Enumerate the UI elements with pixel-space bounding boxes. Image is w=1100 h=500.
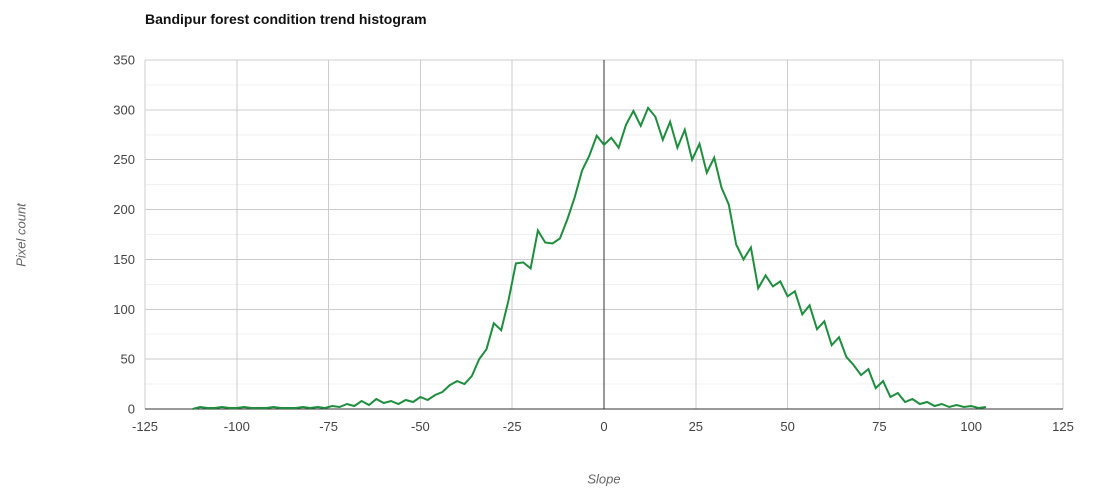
x-tick-label: 75 [872, 419, 886, 434]
y-tick-label: 100 [113, 302, 135, 317]
y-tick-label: 0 [128, 402, 135, 417]
x-tick-label: -25 [503, 419, 522, 434]
x-tick-label: -75 [319, 419, 338, 434]
x-tick-label: 50 [780, 419, 794, 434]
x-tick-label: 100 [960, 419, 982, 434]
chart-title: Bandipur forest condition trend histogra… [145, 11, 427, 27]
y-tick-label: 300 [113, 102, 135, 117]
y-tick-label: 150 [113, 252, 135, 267]
y-tick-label: 350 [113, 53, 135, 68]
x-tick-label: -125 [132, 419, 158, 434]
x-tick-label: 25 [689, 419, 703, 434]
y-tick-label: 200 [113, 202, 135, 217]
x-tick-label: 125 [1052, 419, 1074, 434]
x-tick-label: -100 [224, 419, 250, 434]
y-tick-label: 250 [113, 152, 135, 167]
x-axis-title: Slope [587, 471, 621, 487]
histogram-line [192, 105, 987, 410]
x-tick-label: -50 [411, 419, 430, 434]
x-tick-label: 0 [600, 419, 607, 434]
y-tick-label: 50 [121, 352, 135, 367]
y-axis-title: Pixel count [13, 203, 29, 267]
